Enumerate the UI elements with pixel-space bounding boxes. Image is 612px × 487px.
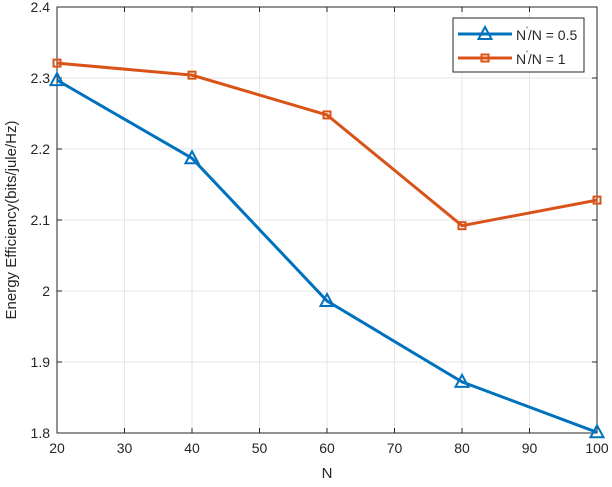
x-tick-label: 60 bbox=[319, 440, 335, 456]
x-tick-label: 80 bbox=[454, 440, 470, 456]
triangle-marker bbox=[183, 149, 201, 165]
series-line bbox=[56, 61, 598, 228]
x-tick-label: 90 bbox=[522, 440, 538, 456]
grid bbox=[56, 6, 598, 434]
y-axis-label: Energy Efficiency(bits/jule/Hz) bbox=[3, 121, 20, 320]
x-tick-label: 30 bbox=[117, 440, 133, 456]
x-axis-label: N bbox=[322, 465, 333, 482]
square-marker bbox=[480, 53, 490, 63]
y-tick-label: 2.2 bbox=[31, 141, 51, 157]
y-tick-label: 2.3 bbox=[31, 70, 51, 86]
triangle-marker bbox=[318, 291, 336, 307]
y-tick-label: 1.9 bbox=[31, 354, 51, 370]
series-line bbox=[56, 78, 598, 434]
x-tick-label: 50 bbox=[252, 440, 268, 456]
x-tick-label: 20 bbox=[49, 440, 65, 456]
square-marker bbox=[592, 195, 602, 205]
square-marker bbox=[187, 70, 197, 80]
x-tick-label: 100 bbox=[585, 440, 609, 456]
triangle-marker bbox=[476, 24, 494, 40]
y-tick-label: 2.4 bbox=[31, 0, 51, 15]
triangle-marker bbox=[48, 71, 66, 87]
triangle-marker bbox=[588, 423, 606, 439]
y-tick-label: 2 bbox=[42, 283, 50, 299]
y-tick-label: 1.8 bbox=[31, 425, 51, 441]
legend-box bbox=[452, 17, 585, 73]
legend-label: N'/N = 1 bbox=[516, 49, 566, 67]
x-tick-label: 40 bbox=[184, 440, 200, 456]
square-marker bbox=[322, 110, 332, 120]
legend-label: N'/N = 0.5 bbox=[516, 25, 577, 43]
axis-ticks: 20 30 40 50 60 70 80 90 100 1.8 1.9 2 2.1 2.2 2.3 2.4 bbox=[31, 0, 609, 456]
square-marker bbox=[52, 58, 62, 68]
square-marker bbox=[457, 221, 467, 231]
x-tick-label: 70 bbox=[387, 440, 403, 456]
y-tick-label: 2.1 bbox=[31, 212, 51, 228]
series-group bbox=[48, 58, 606, 439]
triangle-marker bbox=[453, 372, 471, 388]
legend: N'/N = 0.5 N'/N = 1 bbox=[452, 17, 585, 73]
